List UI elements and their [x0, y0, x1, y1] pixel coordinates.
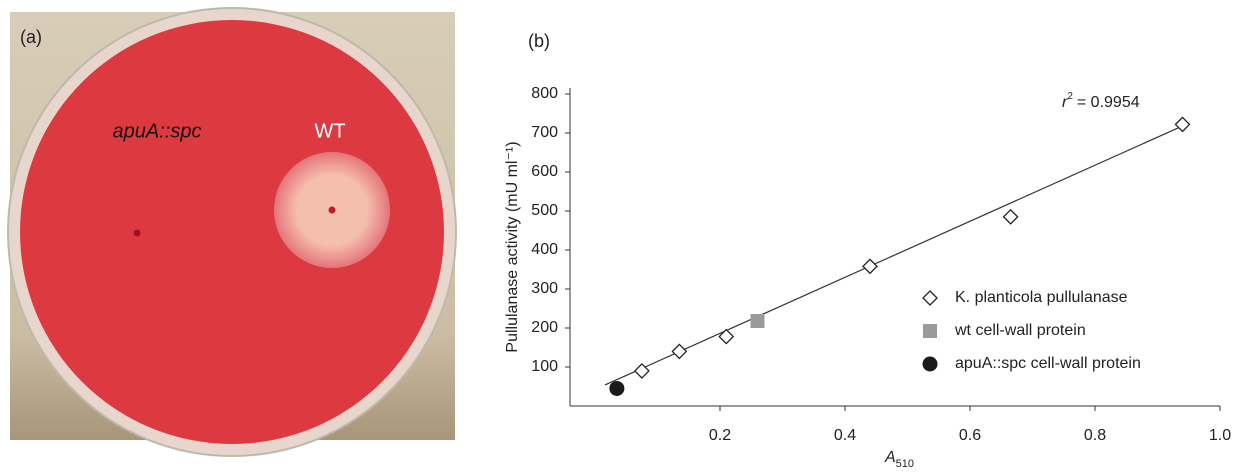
x-tick-label: 1.0	[1209, 427, 1231, 444]
y-tick-label: 300	[531, 280, 558, 297]
fit-line	[605, 126, 1183, 385]
legend-label: wt cell-wall protein	[954, 322, 1086, 339]
point	[719, 330, 733, 344]
photo: (a) apuA::spc WT	[8, 8, 456, 456]
legend-marker	[923, 324, 937, 338]
point	[863, 259, 877, 273]
figure: (a) apuA::spc WT (b) Pullulanase activit…	[0, 0, 1241, 470]
x-axis-label: A510	[884, 449, 914, 470]
legend-label: K. planticola pullulanase	[955, 289, 1128, 306]
y-tick-label: 200	[531, 319, 558, 336]
point	[1176, 117, 1190, 131]
colony	[329, 207, 336, 214]
colony	[134, 230, 141, 237]
strain-label: WT	[314, 120, 345, 142]
y-tick-label: 800	[531, 85, 558, 102]
y-axis-label: Pullulanase activity (mU ml⁻¹)	[504, 141, 521, 352]
legend-marker	[923, 357, 938, 372]
y-tick-label: 400	[531, 241, 558, 258]
x-tick-label: 0.6	[959, 427, 981, 444]
legend-marker	[923, 291, 937, 305]
point	[672, 344, 686, 358]
strain-label: apuA::spc	[113, 120, 202, 142]
y-tick-label: 500	[531, 202, 558, 219]
point	[1004, 210, 1018, 224]
x-label-main: A	[884, 449, 896, 466]
panel-label: (b)	[528, 31, 550, 51]
legend-label: apuA::spc cell-wall protein	[955, 355, 1141, 372]
x-label-sub: 510	[896, 458, 914, 470]
y-tick-label: 600	[531, 163, 558, 180]
x-tick-label: 0.4	[834, 427, 856, 444]
x-tick-label: 0.8	[1084, 427, 1106, 444]
y-tick-label: 100	[531, 358, 558, 375]
r-value: = 0.9954	[1077, 94, 1140, 111]
x-tick-label: 0.2	[709, 427, 731, 444]
r-sup: 2	[1067, 91, 1073, 102]
point	[751, 314, 765, 328]
y-tick-label: 700	[531, 124, 558, 141]
annotation: r2= 0.9954	[1062, 91, 1140, 112]
point	[609, 381, 624, 396]
panel-label: (a)	[20, 27, 42, 47]
